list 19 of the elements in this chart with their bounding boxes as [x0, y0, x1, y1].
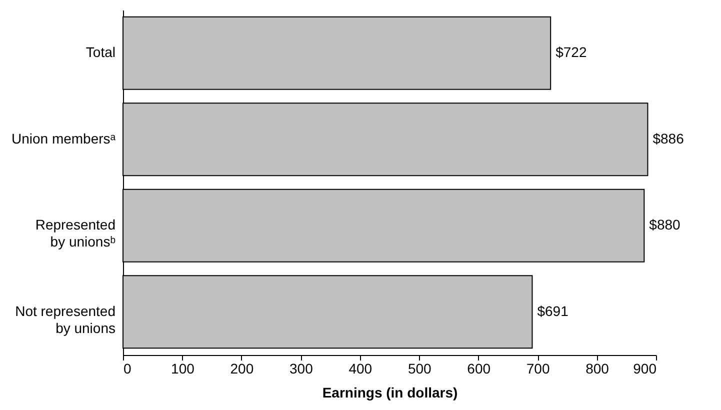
x-tick-label: 400: [348, 360, 372, 376]
y-tick-label: Not represented by unions: [15, 302, 116, 336]
data-label: $886: [652, 130, 684, 146]
y-tick-label: Union membersᵃ: [11, 130, 116, 146]
x-tick-label: 800: [586, 360, 610, 376]
x-tick-label: 300: [289, 360, 314, 376]
data-label: $722: [556, 44, 587, 60]
data-label: $691: [537, 302, 569, 319]
x-tick-label: 700: [526, 360, 550, 376]
y-tick-label: Represented by unionsᵇ: [35, 216, 116, 250]
x-tick-label: 0: [124, 360, 132, 376]
x-tick-label: 500: [408, 360, 432, 376]
y-tick-label: Total: [86, 44, 116, 60]
x-tick-label: 900: [633, 360, 657, 376]
x-tick-label: 600: [467, 360, 491, 376]
x-axis-title: Earnings (in dollars): [322, 384, 458, 400]
x-tick-label: 200: [230, 360, 254, 376]
x-tick-label: 100: [171, 360, 195, 376]
data-label: $880: [649, 216, 681, 233]
